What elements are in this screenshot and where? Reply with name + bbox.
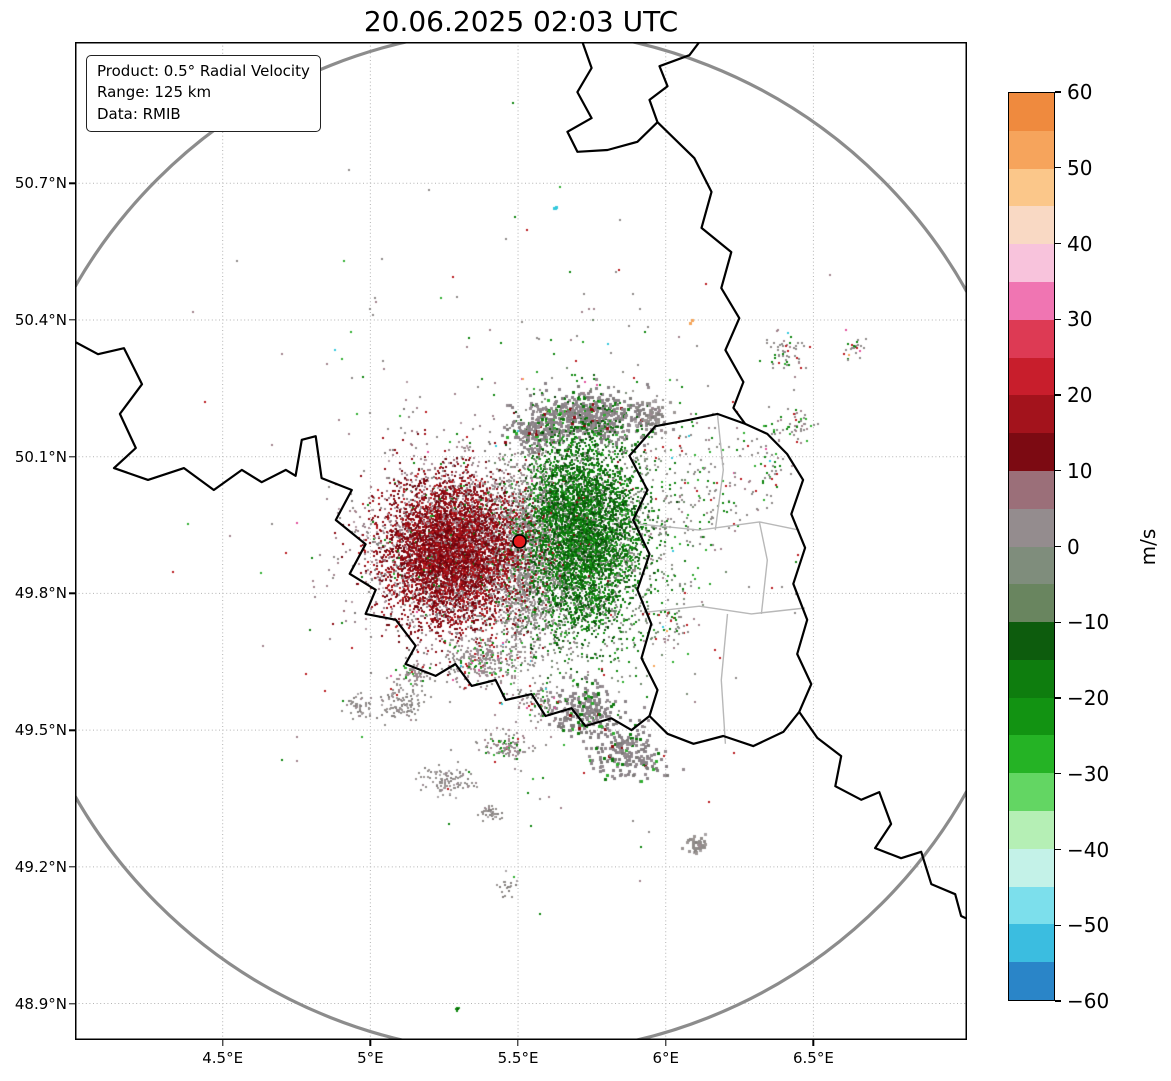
colorbar-tick-mark bbox=[1055, 697, 1061, 699]
colorbar-tick-label: −20 bbox=[1067, 686, 1110, 710]
product-info-box: Product: 0.5° Radial Velocity Range: 125… bbox=[86, 55, 321, 132]
colorbar-segment bbox=[1009, 697, 1054, 737]
colorbar-segment bbox=[1009, 470, 1054, 511]
colorbar-tick-label: 60 bbox=[1067, 80, 1093, 104]
map-overlay-layer bbox=[75, 42, 967, 1040]
x-tick-mark bbox=[369, 1040, 372, 1046]
colorbar-segment bbox=[1009, 622, 1054, 662]
range-line: Range: 125 km bbox=[97, 83, 212, 102]
colorbar-tick-mark bbox=[1055, 242, 1061, 245]
y-tick-label: 50.1°N bbox=[14, 447, 67, 466]
colorbar-tick-mark bbox=[1055, 470, 1061, 472]
colorbar-segment bbox=[1009, 962, 1054, 1000]
x-tick-label: 4.5°E bbox=[202, 1049, 244, 1067]
country-border-path bbox=[75, 340, 651, 732]
x-tick-label: 5°E bbox=[357, 1049, 384, 1067]
colorbar-tick-label: −30 bbox=[1067, 761, 1110, 786]
admin-border-path bbox=[758, 521, 768, 614]
colorbar-unit-label: m/s bbox=[1136, 528, 1160, 565]
colorbar-tick-mark bbox=[1055, 848, 1061, 851]
colorbar-segment bbox=[1009, 584, 1054, 624]
radar-location-marker bbox=[512, 534, 527, 549]
data-source-line: Data: RMIB bbox=[97, 104, 181, 123]
colorbar-tick-label: −40 bbox=[1067, 837, 1110, 862]
map-plot-area: Product: 0.5° Radial Velocity Range: 125… bbox=[75, 42, 967, 1040]
colorbar-segment bbox=[1009, 735, 1054, 775]
colorbar-tick-label: 0 bbox=[1067, 534, 1080, 559]
x-tick-mark bbox=[517, 1040, 519, 1046]
product-line: Product: 0.5° Radial Velocity bbox=[97, 62, 310, 80]
colorbar-segment bbox=[1009, 281, 1054, 322]
admin-border-path bbox=[647, 605, 806, 615]
colorbar-segment bbox=[1009, 206, 1054, 246]
plot-title: 20.06.2025 02:03 UTC bbox=[363, 5, 679, 38]
colorbar-segment bbox=[1009, 886, 1054, 926]
colorbar-tick-mark bbox=[1055, 545, 1061, 548]
x-tick-label: 6°E bbox=[652, 1049, 679, 1067]
x-tick-mark bbox=[665, 1040, 667, 1046]
colorbar-segment bbox=[1009, 546, 1054, 586]
plot-frame bbox=[75, 42, 967, 1040]
colorbar-segment bbox=[1009, 848, 1054, 888]
colorbar-segment bbox=[1009, 811, 1054, 851]
country-border-path bbox=[566, 42, 701, 153]
colorbar-segment bbox=[1009, 924, 1054, 964]
admin-border-path bbox=[639, 521, 800, 531]
colorbar-tick-mark bbox=[1055, 91, 1061, 93]
colorbar-tick-mark bbox=[1055, 318, 1061, 320]
y-tick-label: 49.2°N bbox=[14, 857, 67, 876]
x-tick-mark bbox=[221, 1040, 224, 1046]
colorbar-segment bbox=[1009, 433, 1054, 473]
country-border-path bbox=[628, 412, 813, 748]
colorbar-tick-label: 20 bbox=[1067, 383, 1093, 407]
colorbar-tick-mark bbox=[1055, 394, 1061, 396]
colorbar-segment bbox=[1009, 773, 1054, 813]
colorbar-tick-mark bbox=[1055, 167, 1061, 169]
colorbar-tick-label: 40 bbox=[1067, 231, 1093, 256]
colorbar-tick-mark bbox=[1055, 924, 1061, 926]
colorbar-segment bbox=[1009, 93, 1054, 133]
colorbar-segment bbox=[1009, 168, 1054, 208]
colorbar-segment bbox=[1009, 244, 1054, 284]
x-tick-mark bbox=[812, 1040, 815, 1046]
colorbar-gradient bbox=[1008, 92, 1055, 1001]
colorbar-tick-label: −50 bbox=[1067, 913, 1110, 938]
colorbar-tick-label: 50 bbox=[1067, 155, 1093, 180]
colorbar-segment bbox=[1009, 319, 1054, 359]
y-tick-label: 49.8°N bbox=[14, 584, 67, 603]
colorbar-segment bbox=[1009, 130, 1054, 170]
country-border-path bbox=[656, 121, 747, 425]
y-tick-label: 50.7°N bbox=[14, 174, 67, 193]
admin-border-path bbox=[720, 613, 729, 744]
y-tick-label: 50.4°N bbox=[14, 310, 67, 329]
admin-border-path bbox=[714, 413, 724, 531]
colorbar-tick-label: −60 bbox=[1067, 989, 1110, 1013]
colorbar-segment bbox=[1009, 395, 1054, 435]
colorbar-tick-mark bbox=[1055, 1000, 1061, 1002]
country-border-path bbox=[798, 711, 967, 920]
colorbar-segment bbox=[1009, 357, 1054, 397]
colorbar-tick-mark bbox=[1055, 621, 1061, 623]
y-tick-label: 48.9°N bbox=[14, 994, 67, 1013]
colorbar-tick-label: −10 bbox=[1067, 610, 1110, 635]
x-tick-label: 5.5°E bbox=[497, 1049, 539, 1067]
y-tick-label: 49.5°N bbox=[14, 721, 67, 740]
x-tick-label: 6.5°E bbox=[792, 1049, 834, 1067]
colorbar: 60 50 40 30 20 10 0 −10 −20 −30 −40 −50 −60 m/s bbox=[1008, 80, 1160, 1013]
colorbar-segment bbox=[1009, 508, 1054, 548]
colorbar-tick-label: 30 bbox=[1067, 307, 1093, 332]
colorbar-segment bbox=[1009, 659, 1054, 700]
colorbar-tick-label: 10 bbox=[1067, 458, 1093, 483]
colorbar-tick-mark bbox=[1055, 773, 1061, 775]
